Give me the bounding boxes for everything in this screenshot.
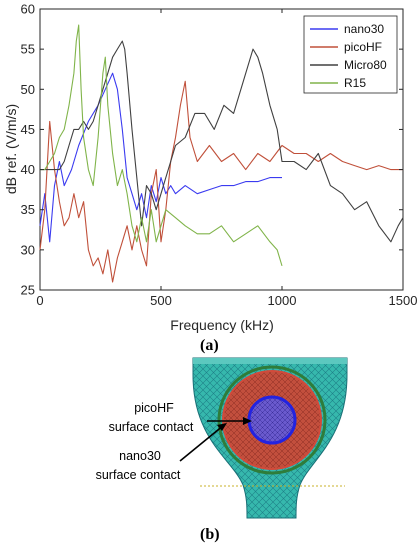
y-tick-label: 50 <box>21 82 35 97</box>
caption-a: (a) <box>200 337 219 354</box>
legend-label-r15: R15 <box>344 76 366 90</box>
y-tick-label: 45 <box>21 122 35 137</box>
nano30-label: nano30 <box>119 449 161 463</box>
legend-label-nano30: nano30 <box>344 22 384 36</box>
y-tick-label: 25 <box>21 283 35 298</box>
x-tick-label: 500 <box>150 293 172 308</box>
tick-layer: 0 500 1000 1500 25 30 35 40 45 50 55 60 <box>21 2 418 309</box>
legend-label-picohf: picoHF <box>344 40 382 54</box>
legend: nano30 picoHF Micro80 R15 <box>303 15 398 94</box>
y-tick-label: 40 <box>21 162 35 177</box>
nano30-arrow <box>179 424 225 462</box>
nano30-arrowhead-icon <box>217 423 227 431</box>
y-tick-label: 30 <box>21 242 35 257</box>
series-layer <box>39 24 404 283</box>
nano30-sublabel: surface contact <box>96 468 181 482</box>
fem-mesh-figure: picoHF surface contact nano30 surface co… <box>96 357 348 519</box>
x-tick-label: 0 <box>36 293 43 308</box>
legend-label-micro80: Micro80 <box>344 58 387 72</box>
picoHF-sublabel: surface contact <box>109 420 194 434</box>
picoHF-arrowhead-icon <box>243 417 252 425</box>
series-line-r15 <box>40 24 283 267</box>
y-tick-label: 35 <box>21 202 35 217</box>
nano30-outer-ring <box>217 365 327 475</box>
series-line-picohf <box>39 80 403 283</box>
caption-b: (b) <box>200 526 220 543</box>
x-tick-label: 1000 <box>268 293 297 308</box>
top-rim <box>193 358 347 364</box>
x-tick-label: 1500 <box>389 293 418 308</box>
y-axis-label: dB ref. (V/m/s) <box>3 104 19 194</box>
x-axis-label: Frequency (kHz) <box>170 317 273 333</box>
y-tick-label: 60 <box>21 2 35 17</box>
picoHF-label: picoHF <box>134 401 174 415</box>
frequency-response-chart: 0 500 1000 1500 25 30 35 40 45 50 55 60 Frequency (… <box>3 2 418 334</box>
nano30-contact-region <box>247 395 297 445</box>
y-tick-label: 55 <box>21 42 35 57</box>
